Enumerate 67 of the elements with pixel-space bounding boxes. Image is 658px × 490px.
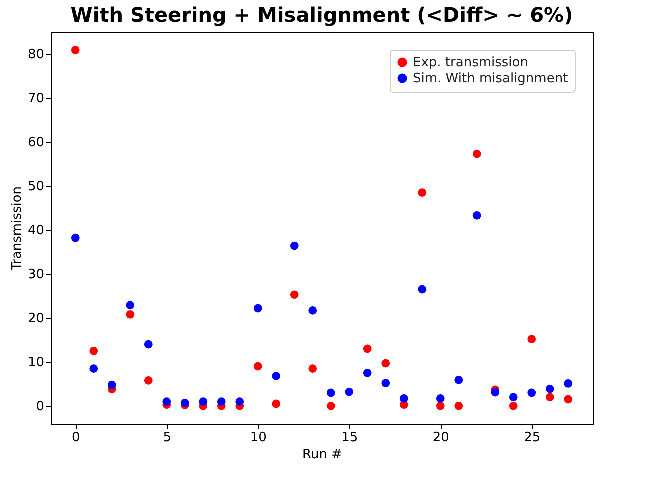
point: [363, 344, 372, 354]
point: [418, 188, 427, 197]
point: [400, 394, 408, 403]
y-tick-label: 20: [28, 312, 44, 327]
point: [472, 150, 482, 158]
y-tick-label: 0: [36, 400, 44, 415]
point: [180, 398, 190, 408]
point: [546, 393, 554, 402]
x-tick-label: 15: [342, 430, 358, 446]
y-axis-title: Transmission: [10, 186, 25, 272]
point: [472, 212, 482, 220]
point: [363, 369, 372, 378]
chart-title: With Steering + Misalignment (<Diff> ~ 6%): [70, 3, 574, 27]
y-tick-label: 80: [28, 48, 44, 63]
point: [382, 379, 390, 388]
y-tick-label: 60: [28, 136, 44, 151]
x-tick-label: 20: [432, 430, 450, 446]
point: [126, 310, 135, 319]
point: [382, 359, 390, 368]
point: [254, 362, 262, 371]
point: [564, 380, 573, 388]
point: [272, 400, 281, 408]
x-tick-label: 10: [250, 430, 267, 446]
y-tick-label: 70: [28, 92, 44, 107]
point: [528, 335, 536, 344]
point: [326, 388, 336, 398]
point: [454, 376, 464, 384]
point: [564, 395, 573, 404]
x-tick-label: 25: [524, 430, 541, 446]
point: [71, 46, 80, 54]
y-tick-label: 40: [28, 224, 44, 239]
point: [199, 398, 208, 406]
point: [345, 388, 354, 396]
point: [290, 290, 299, 300]
point: [436, 394, 445, 403]
point: [162, 398, 172, 406]
point: [90, 364, 98, 373]
point: [436, 402, 445, 410]
point: [254, 304, 262, 313]
point: [528, 388, 536, 398]
point: [71, 234, 80, 242]
point: [290, 242, 299, 250]
x-axis-title: Run #: [302, 448, 342, 462]
point: [144, 340, 153, 349]
legend-label: Exp. transmission: [413, 56, 528, 70]
point: [509, 402, 518, 410]
point: [454, 402, 464, 410]
point: [272, 372, 281, 380]
point: [236, 398, 244, 406]
point: [546, 384, 554, 394]
point: [108, 380, 116, 390]
x-tick-label: 0: [72, 430, 80, 446]
point: [144, 376, 153, 385]
point: [509, 393, 518, 402]
point: [126, 301, 135, 310]
x-tick-label: 5: [163, 430, 172, 446]
point: [418, 285, 427, 294]
point: [90, 347, 98, 356]
y-tick-label: 10: [28, 356, 44, 371]
point: [217, 398, 226, 406]
y-tick-label: 50: [28, 180, 44, 195]
y-tick-label: 30: [28, 268, 44, 283]
point: [308, 364, 318, 373]
point: [308, 306, 318, 315]
point: [491, 388, 500, 397]
legend-label: Sim. With misalignment: [413, 72, 568, 86]
point: [326, 402, 336, 410]
